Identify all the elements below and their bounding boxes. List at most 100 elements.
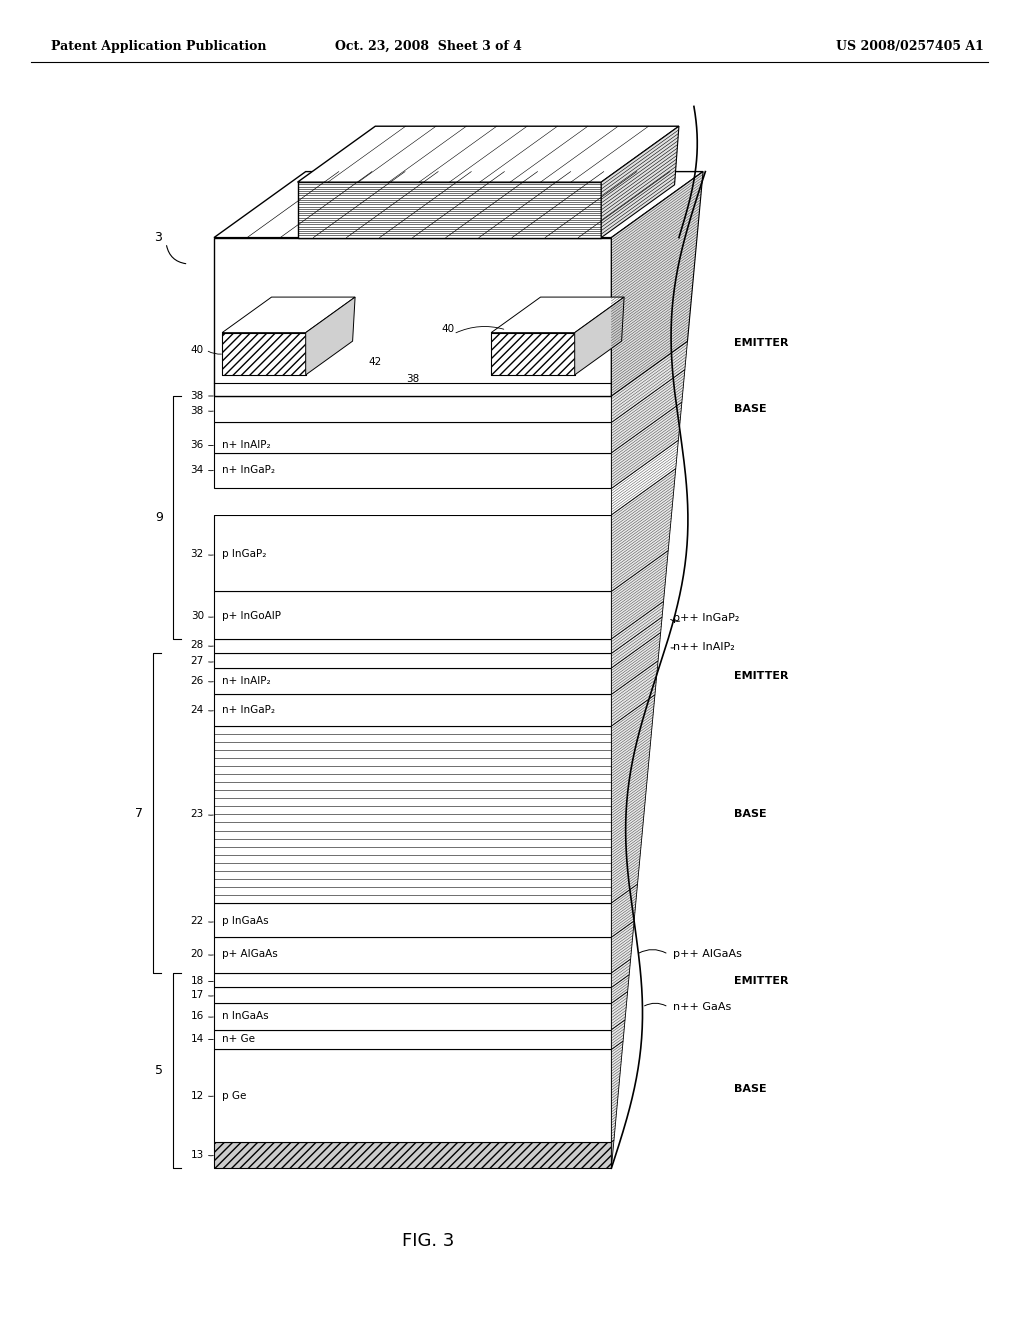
Bar xyxy=(214,903,611,937)
Text: 38: 38 xyxy=(190,391,204,401)
Text: 17: 17 xyxy=(190,990,204,1001)
Text: BASE: BASE xyxy=(733,809,766,820)
Polygon shape xyxy=(601,127,679,238)
Polygon shape xyxy=(222,297,355,333)
Polygon shape xyxy=(574,297,624,375)
Polygon shape xyxy=(611,440,678,515)
Text: n+ InGaP₂: n+ InGaP₂ xyxy=(222,465,275,475)
Text: 13: 13 xyxy=(190,1150,204,1160)
Text: 23: 23 xyxy=(190,809,204,820)
Text: n InGaAs: n InGaAs xyxy=(222,1011,268,1022)
Polygon shape xyxy=(611,1020,625,1049)
Text: EMITTER: EMITTER xyxy=(733,975,788,986)
Text: EMITTER: EMITTER xyxy=(733,338,788,348)
Bar xyxy=(298,182,601,238)
Polygon shape xyxy=(611,921,634,973)
Polygon shape xyxy=(214,172,703,238)
Polygon shape xyxy=(611,1140,614,1168)
Bar xyxy=(492,333,574,375)
Bar xyxy=(214,591,611,639)
Bar xyxy=(214,1030,611,1049)
Text: 40: 40 xyxy=(441,323,455,334)
Text: 30: 30 xyxy=(190,611,204,622)
Text: 18: 18 xyxy=(190,975,204,986)
Text: BASE: BASE xyxy=(733,1084,766,1094)
Text: p InGaAs: p InGaAs xyxy=(222,916,268,927)
Bar xyxy=(214,1049,611,1142)
Text: 16: 16 xyxy=(190,1011,204,1022)
Text: p InGaP₂: p InGaP₂ xyxy=(222,549,266,560)
Text: n++ InAlP₂: n++ InAlP₂ xyxy=(673,642,734,652)
Polygon shape xyxy=(611,694,655,903)
Bar xyxy=(214,515,611,591)
Text: 32: 32 xyxy=(190,549,204,560)
Text: 36: 36 xyxy=(190,440,204,450)
Polygon shape xyxy=(611,632,660,694)
Text: p Ge: p Ge xyxy=(222,1090,247,1101)
Polygon shape xyxy=(611,342,687,422)
Text: 14: 14 xyxy=(190,1034,204,1044)
Polygon shape xyxy=(611,1041,623,1142)
Polygon shape xyxy=(611,616,663,668)
Bar xyxy=(214,639,611,653)
Text: FIG. 3: FIG. 3 xyxy=(401,1232,455,1250)
Text: 34: 34 xyxy=(190,465,204,475)
Text: 5: 5 xyxy=(155,1064,163,1077)
Polygon shape xyxy=(611,960,631,987)
Text: n+ InGaP₂: n+ InGaP₂ xyxy=(222,705,275,715)
Bar xyxy=(214,488,611,515)
Polygon shape xyxy=(298,127,679,182)
Bar xyxy=(222,333,306,375)
Text: Oct. 23, 2008  Sheet 3 of 4: Oct. 23, 2008 Sheet 3 of 4 xyxy=(335,40,521,53)
Text: n+ Ge: n+ Ge xyxy=(222,1034,255,1044)
Text: 42: 42 xyxy=(369,356,382,367)
Bar xyxy=(214,653,611,668)
Text: p+ AlGaAs: p+ AlGaAs xyxy=(222,949,278,960)
Bar xyxy=(214,238,611,396)
Polygon shape xyxy=(611,974,629,1003)
Text: p++ AlGaAs: p++ AlGaAs xyxy=(673,949,741,960)
Text: 22: 22 xyxy=(190,916,204,927)
Polygon shape xyxy=(306,297,355,375)
Text: p+ InGoAlP: p+ InGoAlP xyxy=(222,611,282,622)
Polygon shape xyxy=(611,370,685,453)
Text: 28: 28 xyxy=(190,640,204,651)
Text: 9: 9 xyxy=(156,511,163,524)
Polygon shape xyxy=(611,661,658,726)
Text: n+ InAlP₂: n+ InAlP₂ xyxy=(222,676,270,686)
Text: 20: 20 xyxy=(190,949,204,960)
Text: 24: 24 xyxy=(190,705,204,715)
Text: 38: 38 xyxy=(190,405,204,416)
Text: 38: 38 xyxy=(407,374,419,384)
Polygon shape xyxy=(611,403,682,488)
Text: Patent Application Publication: Patent Application Publication xyxy=(51,40,266,53)
Text: n++ GaAs: n++ GaAs xyxy=(673,1002,731,1012)
Bar xyxy=(214,1142,611,1168)
Polygon shape xyxy=(611,469,676,591)
Polygon shape xyxy=(611,884,638,937)
Text: 27: 27 xyxy=(190,656,204,667)
Text: EMITTER: EMITTER xyxy=(733,671,788,681)
Bar xyxy=(214,668,611,694)
Text: US 2008/0257405 A1: US 2008/0257405 A1 xyxy=(836,40,983,53)
Polygon shape xyxy=(611,602,664,653)
Text: 26: 26 xyxy=(190,676,204,686)
Bar xyxy=(214,453,611,488)
Polygon shape xyxy=(611,550,669,639)
Text: BASE: BASE xyxy=(733,404,766,414)
Polygon shape xyxy=(611,991,628,1030)
Bar xyxy=(492,333,574,375)
Text: p++ InGaP₂: p++ InGaP₂ xyxy=(673,612,739,623)
Bar xyxy=(214,937,611,973)
Text: 12: 12 xyxy=(190,1090,204,1101)
Bar xyxy=(214,694,611,726)
Text: n+ InAlP₂: n+ InAlP₂ xyxy=(222,440,270,450)
Bar xyxy=(214,726,611,903)
Text: 3: 3 xyxy=(154,231,162,244)
Bar xyxy=(214,422,611,453)
Polygon shape xyxy=(611,172,703,396)
Bar xyxy=(214,1003,611,1030)
Text: 40: 40 xyxy=(190,345,204,355)
Bar xyxy=(214,396,611,422)
Bar xyxy=(214,987,611,1003)
